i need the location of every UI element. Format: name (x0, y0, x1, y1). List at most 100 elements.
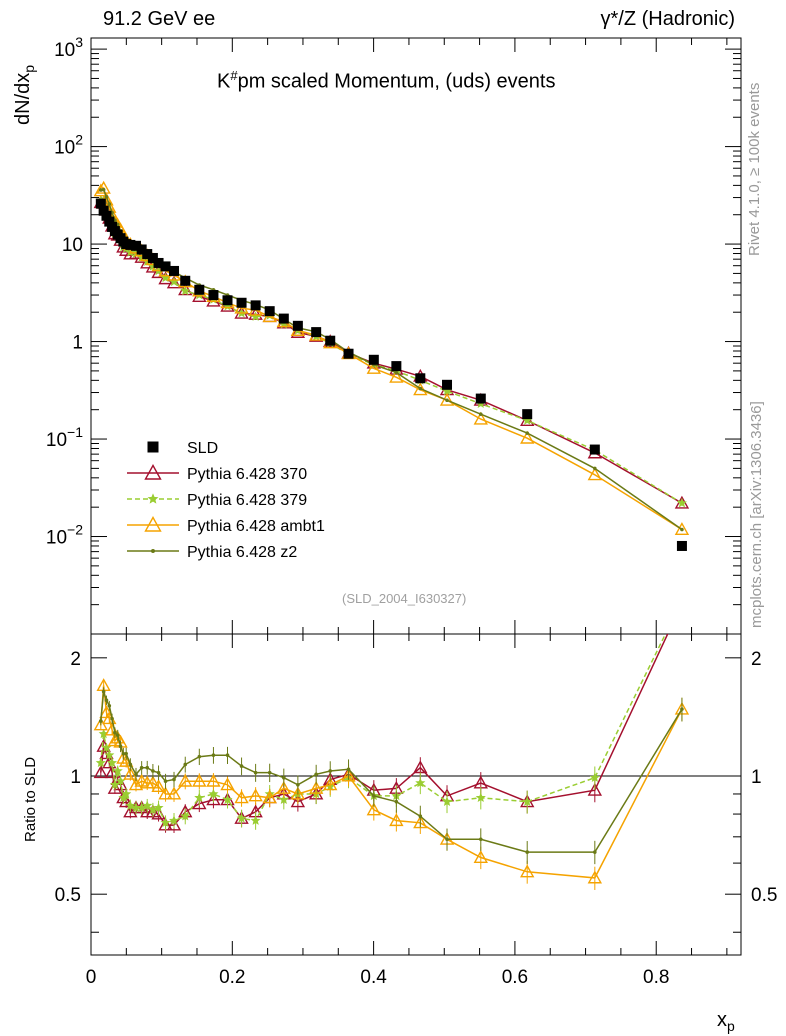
point-pythia-6-428-z2 (107, 202, 112, 206)
ratio-point-pythia-6-428-370 (104, 765, 120, 779)
point-sld (391, 361, 402, 372)
ratio-point-pythia-6-428-z2 (593, 850, 597, 854)
x-tick-label: 0.4 (360, 967, 387, 988)
point-pythia-6-428-z2 (99, 188, 103, 192)
point-sld (153, 257, 164, 268)
ratio-point-pythia-6-428-z2 (225, 753, 230, 757)
point-sld (236, 297, 247, 308)
ratio-series-pythia-6-428-z2 (99, 687, 684, 865)
ratio-point-pythia-6-428-ambt1 (145, 775, 161, 789)
chart-title: K#pm scaled Momentum, (uds) events (217, 68, 555, 94)
point-sld (589, 444, 600, 455)
point-pythia-6-428-z2 (680, 527, 684, 532)
point-sld (101, 210, 112, 221)
ratio-point-pythia-6-428-z2 (172, 777, 176, 782)
ratio-point-pythia-6-428-370 (107, 780, 123, 794)
point-pythia-6-428-z2 (394, 370, 399, 375)
point-sld (415, 373, 426, 384)
legend-marker-sld (147, 441, 159, 453)
point-sld (475, 393, 486, 404)
series-pythia-6-428-ambt1 (93, 180, 690, 536)
point-sld (292, 320, 303, 331)
ratio-series-layer (93, 596, 690, 890)
ratio-point-pythia-6-428-z2 (239, 764, 244, 768)
ratio-point-pythia-6-428-z2 (197, 754, 202, 759)
y-tick-label-main: 1 (72, 333, 83, 354)
point-sld (194, 284, 205, 295)
x-tick-label: 0 (86, 967, 97, 988)
point-pythia-6-428-379 (676, 497, 687, 508)
ratio-point-pythia-6-428-379 (589, 772, 600, 783)
ratio-point-pythia-6-428-370 (192, 796, 207, 810)
ratio-point-pythia-6-428-z2 (118, 744, 123, 749)
point-pythia-6-428-ambt1 (674, 522, 690, 536)
ratio-point-pythia-6-428-z2 (394, 799, 399, 804)
ratio-point-pythia-6-428-ambt1 (158, 786, 173, 800)
ratio-point-pythia-6-428-z2 (121, 751, 126, 756)
x-tick-label: 0.6 (502, 967, 528, 988)
ratio-point-pythia-6-428-z2 (418, 814, 423, 818)
y-tick-label-main: 103 (54, 34, 83, 61)
header-process: γ*/Z (Hadronic) (600, 8, 735, 30)
point-sld (264, 306, 275, 317)
point-pythia-6-428-370 (248, 306, 263, 320)
point-sld (136, 244, 147, 255)
legend-label-pythia-6-428-379: Pythia 6.428 379 (187, 492, 307, 509)
ratio-point-pythia-6-428-ambt1 (587, 870, 603, 884)
ratio-point-pythia-6-428-379 (101, 742, 112, 753)
point-sld (676, 540, 687, 551)
ratio-point-pythia-6-428-379 (107, 757, 118, 768)
main-plot-frame: 10−2 10−1 1 10 102 103 (46, 34, 742, 635)
point-sld (442, 379, 453, 390)
y-tick-label-ratio: 1 (70, 767, 81, 788)
ratio-point-pythia-6-428-z2 (296, 782, 300, 787)
ratio-point-pythia-6-428-ambt1 (308, 780, 324, 794)
ratio-plot-frame: 0 0.2 0.4 0.6 0.8 0.5 0.5 1 1 2 2 (55, 633, 777, 988)
ratio-series-pythia-6-428-ambt1 (93, 678, 690, 890)
point-pythia-6-428-370 (166, 275, 182, 289)
ratio-point-pythia-6-428-z2 (253, 770, 258, 775)
chart-title-rest: pm scaled Momentum, (uds) events (237, 70, 556, 93)
ratio-point-pythia-6-428-z2 (110, 716, 114, 721)
ratio-point-pythia-6-428-379 (441, 796, 453, 807)
ratio-point-pythia-6-428-379 (160, 817, 171, 828)
ratio-point-pythia-6-428-ambt1 (128, 777, 144, 791)
ratio-point-pythia-6-428-z2 (151, 769, 155, 773)
legend-label-sld: SLD (187, 440, 218, 457)
ratio-point-pythia-6-428-ambt1 (262, 790, 277, 804)
ratio-point-pythia-6-428-z2 (478, 837, 483, 842)
ratio-point-pythia-6-428-z2 (211, 753, 216, 757)
ratio-point-pythia-6-428-370 (587, 782, 603, 796)
point-pythia-6-428-z2 (445, 398, 449, 403)
ratio-point-pythia-6-428-379 (168, 815, 180, 825)
ratio-point-pythia-6-428-z2 (145, 765, 150, 770)
ratio-point-pythia-6-428-379 (475, 792, 486, 803)
ratio-point-pythia-6-428-379 (236, 813, 247, 823)
ratio-point-pythia-6-428-z2 (115, 733, 120, 738)
series-sld (95, 198, 687, 551)
point-sld (104, 216, 115, 227)
legend: SLD Pythia 6.428 370 Pythia 6.428 379 Pythi… (127, 440, 325, 561)
ratio-frame-border (90, 633, 742, 956)
y-tick-label-ratio: 2 (70, 649, 81, 670)
ratio-point-pythia-6-428-z2 (107, 703, 112, 708)
ratio-point-pythia-6-428-ambt1 (389, 813, 404, 827)
ratio-point-pythia-6-428-z2 (346, 767, 351, 772)
point-sld (522, 409, 533, 420)
header-energy: 91.2 GeV ee (103, 8, 216, 30)
ratio-point-pythia-6-428-z2 (445, 837, 449, 842)
y-tick-label-ratio-right: 0.5 (751, 885, 777, 906)
point-sld (98, 205, 109, 216)
ratio-point-pythia-6-428-ambt1 (413, 815, 428, 829)
ratio-series-pythia-6-428-370 (93, 634, 669, 833)
ratio-point-pythia-6-428-z2 (525, 850, 530, 854)
y-tick-label-main: 10 (62, 235, 83, 256)
point-pythia-6-428-z2 (525, 431, 530, 435)
ratio-point-pythia-6-428-379 (678, 596, 687, 604)
ratio-point-pythia-6-428-z2 (680, 707, 684, 711)
y-tick-label-main: 10−2 (46, 522, 83, 549)
ratio-point-pythia-6-428-379 (522, 796, 533, 807)
ratio-point-pythia-6-428-ambt1 (123, 766, 138, 780)
point-sld (278, 313, 289, 324)
ratio-point-pythia-6-428-z2 (139, 765, 144, 770)
